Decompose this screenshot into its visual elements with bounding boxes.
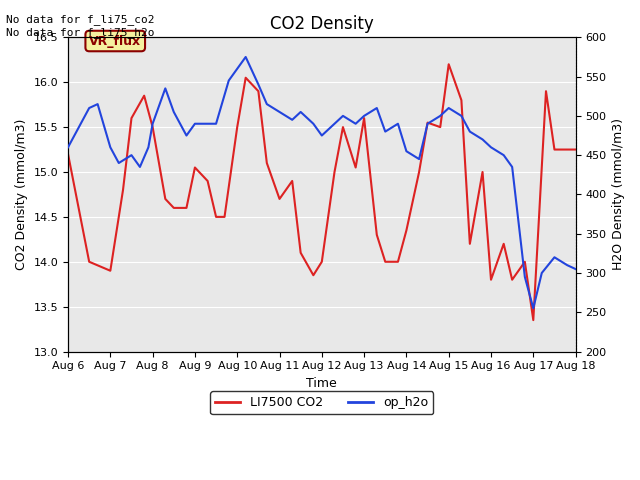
X-axis label: Time: Time	[307, 377, 337, 390]
Text: No data for f_li75_co2
No data for f_li75_h2o: No data for f_li75_co2 No data for f_li7…	[6, 14, 155, 38]
Y-axis label: H2O Density (mmol/m3): H2O Density (mmol/m3)	[612, 119, 625, 270]
Text: VR_flux: VR_flux	[89, 35, 141, 48]
Title: CO2 Density: CO2 Density	[270, 15, 374, 33]
Y-axis label: CO2 Density (mmol/m3): CO2 Density (mmol/m3)	[15, 119, 28, 270]
Legend: LI7500 CO2, op_h2o: LI7500 CO2, op_h2o	[210, 391, 433, 414]
